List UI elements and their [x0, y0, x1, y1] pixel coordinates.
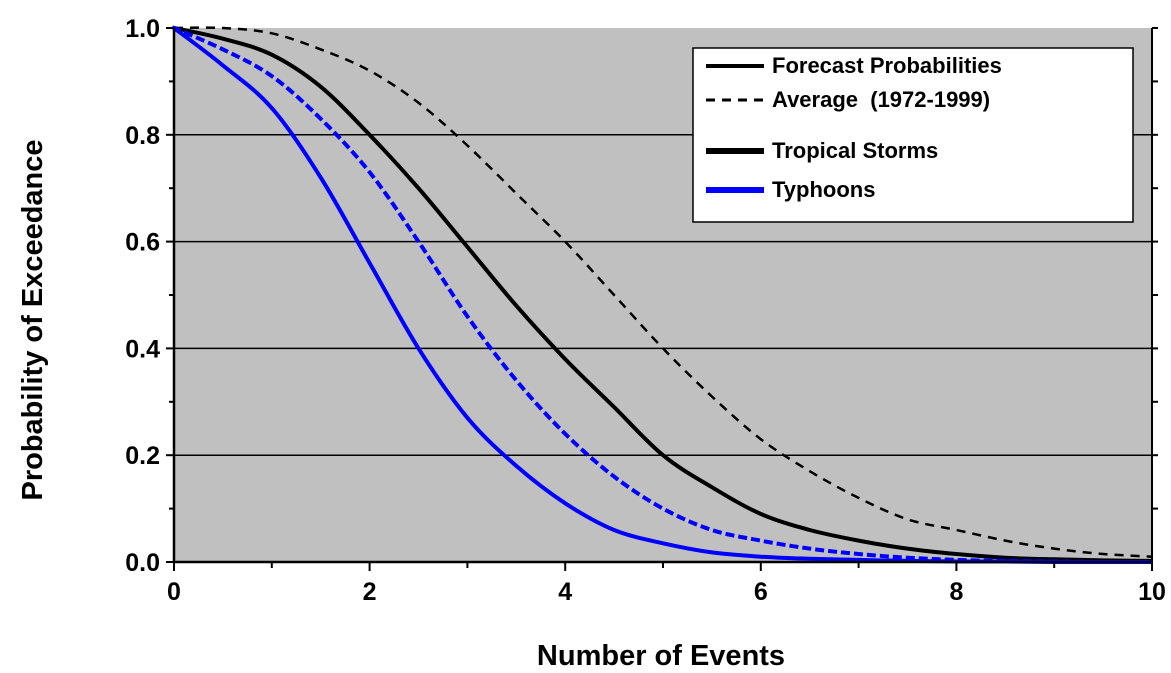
legend-label: Average (1972-1999) [772, 87, 990, 112]
legend-box [692, 47, 1134, 223]
x-tick-label: 0 [167, 578, 181, 606]
y-tick-label: 1.0 [125, 15, 160, 43]
x-axis-title: Number of Events [537, 640, 785, 672]
y-tick-label: 0.8 [125, 122, 160, 150]
x-tick-label: 8 [949, 578, 963, 606]
legend-label: Tropical Storms [772, 138, 938, 163]
series-line-0 [173, 26, 1153, 563]
y-tick-label: 0.2 [125, 442, 160, 470]
tick-labels: 0.0 0.2 0.4 0.6 0.8 1.0 0 2 4 6 8 10 [125, 15, 1166, 606]
x-tick-label: 10 [1138, 578, 1166, 606]
x-tick-label: 6 [754, 578, 768, 606]
x-tick-label: 2 [363, 578, 377, 606]
y-axis-title: Probability of Exceedance [17, 139, 49, 500]
y-tick-label: 0.6 [125, 229, 160, 257]
series-line-3 [171, 25, 1155, 565]
legend-label: Forecast Probabilities [772, 53, 1002, 78]
legend: Forecast Probabilities Average (1972-1999… [692, 47, 1134, 223]
legend-label: Typhoons [772, 177, 875, 202]
y-tick-label: 0.4 [125, 335, 160, 363]
x-tick-label: 4 [558, 578, 572, 606]
axes [166, 27, 1158, 571]
y-tick-label: 0.0 [125, 549, 160, 577]
